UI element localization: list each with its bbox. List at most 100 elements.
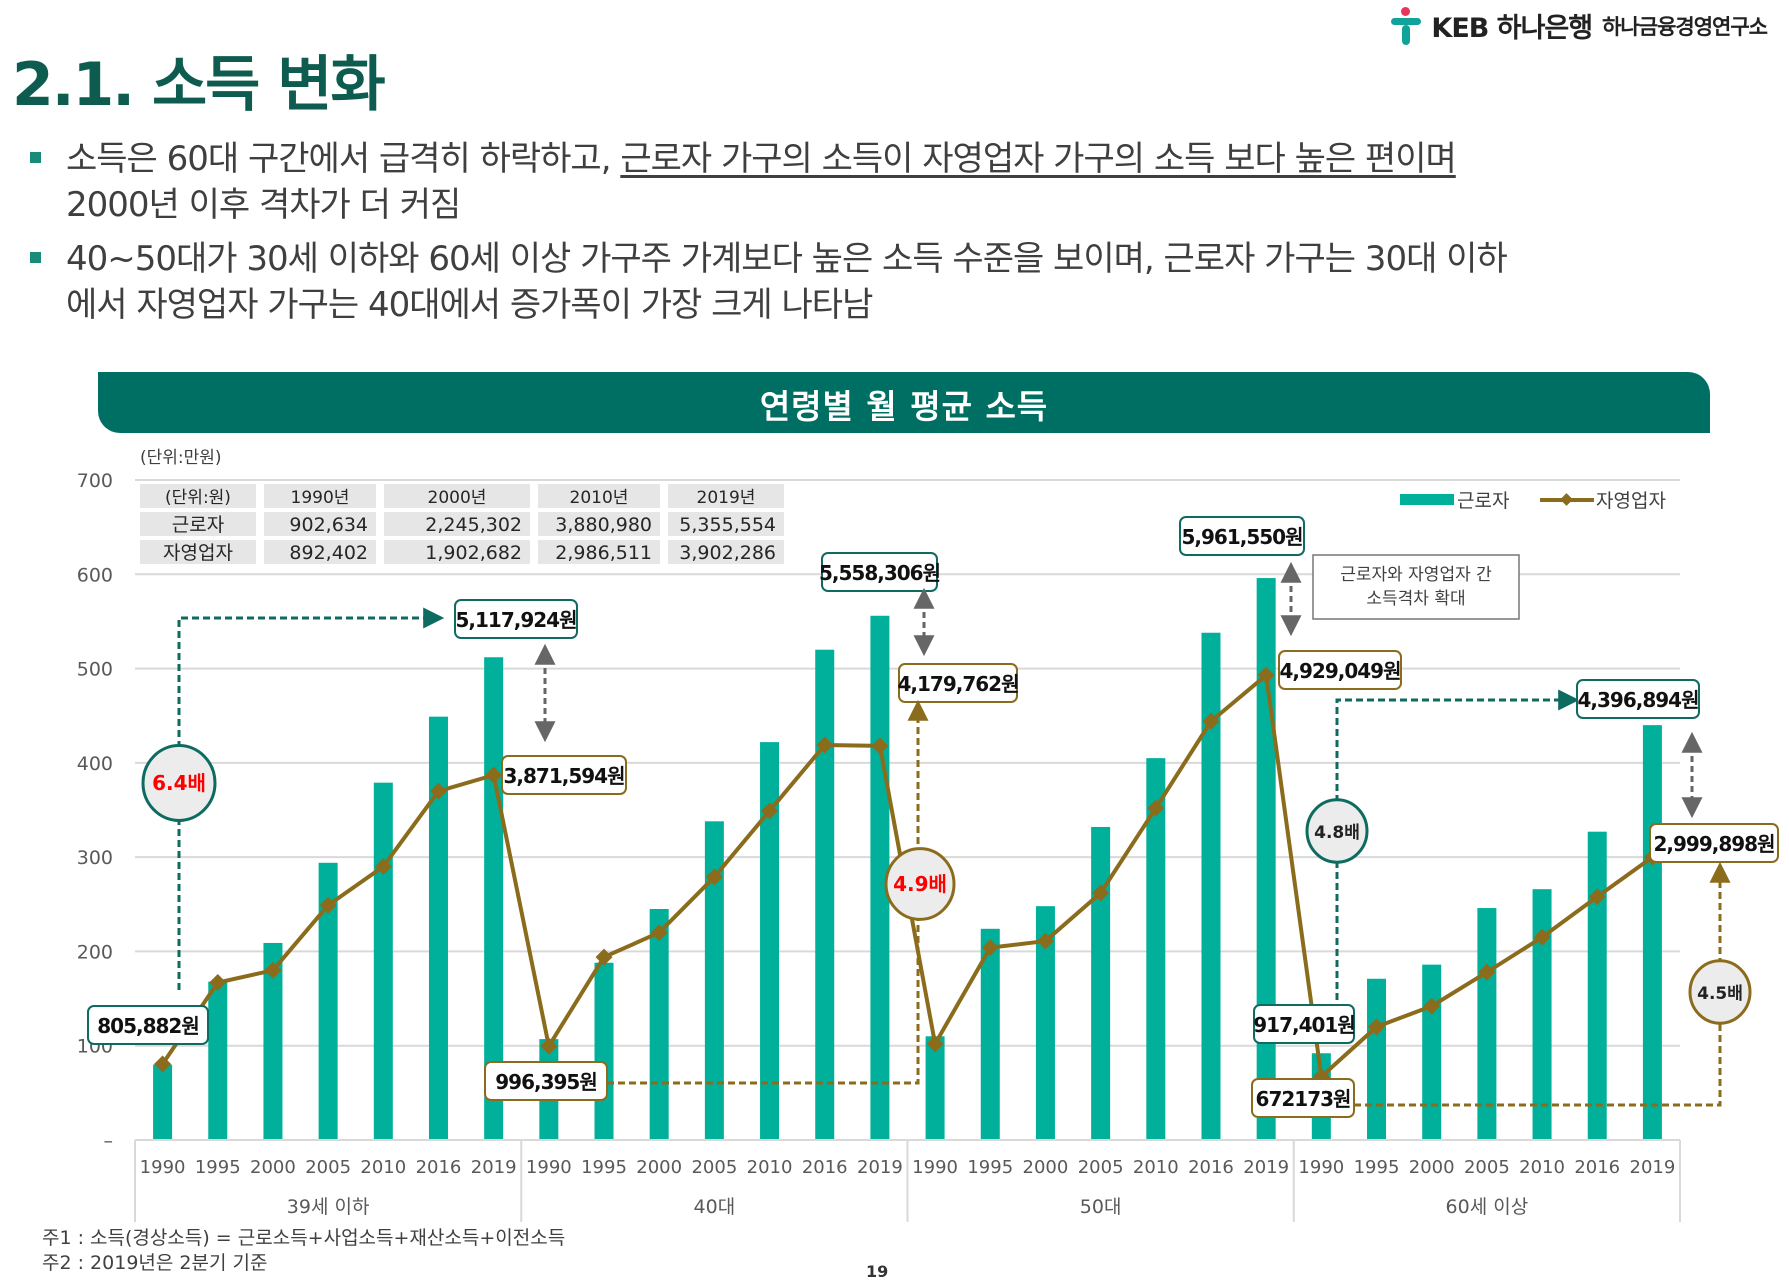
ratio-g4-self: 4.5배 [1697, 984, 1743, 1004]
x-tick-label: 2005 [1078, 1157, 1124, 1178]
callout-g4-self-start-box [1251, 1078, 1355, 1118]
bullet-text-line2: 2000년 이후 격차가 더 커짐 [66, 185, 461, 225]
x-tick-label: 1995 [1354, 1157, 1400, 1178]
group-label: 50대 [1080, 1196, 1122, 1218]
chart-title-banner: 연령별 월 평균 소득 [98, 372, 1710, 433]
x-tick-label: 2019 [1630, 1157, 1676, 1178]
bar-worker [208, 981, 228, 1140]
line-marker [761, 802, 779, 820]
x-tick-label: 1990 [140, 1157, 186, 1178]
trend-arrow-g4 [1335, 689, 1580, 1000]
x-tick-label: 2010 [1519, 1157, 1565, 1178]
footnote: 주2 : 2019년은 2분기 기준 [42, 1252, 268, 1274]
callout-g4-worker-2019-box [1576, 679, 1700, 719]
line-marker [1257, 666, 1275, 684]
line-marker [429, 782, 447, 800]
ratio-g1: 6.4배 [152, 771, 206, 795]
x-tick-label: 2019 [1243, 1157, 1289, 1178]
x-tick-label: 2000 [1023, 1157, 1069, 1178]
table-cell-bg [538, 540, 660, 564]
logo-text: KEB 하나은행 [1431, 13, 1593, 44]
bar-worker [1642, 725, 1662, 1140]
legend-worker-swatch [1400, 494, 1454, 505]
table-cell-bg [264, 540, 376, 564]
x-tick-label: 1995 [195, 1157, 241, 1178]
y-tick-label: 400 [77, 753, 113, 775]
line-marker [705, 868, 723, 886]
table-cell: 892,402 [289, 542, 368, 564]
table-cell: 근로자 [172, 514, 224, 536]
bar-worker [1256, 578, 1276, 1140]
hana-logo-icon [1391, 6, 1422, 45]
table-cell: 2,245,302 [425, 514, 522, 536]
line-marker [816, 736, 834, 754]
table-cell-bg [264, 512, 376, 536]
group-label: 40대 [694, 1196, 736, 1218]
table-header: 2000년 [428, 488, 487, 508]
x-tick-label: 2016 [1188, 1157, 1234, 1178]
y-tick-label: 700 [77, 470, 113, 492]
x-axis: 1990 1995 2000 2005 2010 2016 2019 39세 이하 1990 19… [134, 1139, 1681, 1222]
x-tick-label: 2005 [305, 1157, 351, 1178]
bar-worker [704, 821, 724, 1140]
y-tick-label: 200 [77, 941, 113, 963]
line-marker [871, 737, 889, 755]
line-marker [1202, 712, 1220, 730]
table-cell-bg [140, 540, 256, 564]
bar-worker [263, 942, 283, 1140]
table-cell: 2,986,511 [555, 542, 652, 564]
legend-self-label: 자영업자 [1596, 490, 1666, 512]
line-marker [650, 924, 668, 942]
bar-worker [1422, 964, 1442, 1140]
callout-g2-self-2019-box [898, 663, 1018, 703]
bar-worker [1146, 758, 1166, 1140]
callout-g4-self-2019: 2,999,898원 [1653, 832, 1774, 856]
callout-g1-worker-2019: 5,117,924원 [455, 608, 576, 632]
annotations: 5,117,924원 3,871,594원 6.4배 805,882원 5,558,30… [87, 516, 1779, 1118]
x-tick-label: 2019 [857, 1157, 903, 1178]
callout-g2-start: 996,395원 [495, 1070, 597, 1094]
table-header: (단위:원) [165, 488, 231, 508]
table-cell-bg [668, 540, 784, 564]
line-marker [264, 961, 282, 979]
gap-note-line2: 소득격차 확대 [1366, 589, 1465, 609]
line-marker [374, 858, 392, 876]
page-title: 2.1. 소득 변화 [12, 50, 386, 120]
x-tick-label: 2000 [636, 1157, 682, 1178]
callout-g3-self-2019: 4,929,049원 [1279, 659, 1400, 683]
callout-g1-worker-2019-box [454, 599, 578, 639]
bullet-text: 40~50대가 30세 이하와 60세 이상 가구주 가계보다 높은 소득 수준… [66, 239, 1508, 279]
x-tick-label: 2005 [691, 1157, 737, 1178]
table-cell-bg [384, 512, 530, 536]
ratio-g2-circle [884, 847, 956, 921]
table-header: 1990년 [291, 488, 350, 508]
bullet-list: 소득은 60대 구간에서 급격히 하락하고, 근로자 가구의 소득이 자영업자 … [28, 136, 1748, 336]
legend-self-marker [1560, 493, 1573, 506]
bar-worker [925, 1036, 945, 1140]
table-cell: 자영업자 [163, 542, 233, 564]
callout-g4-worker-start: 917,401원 [1253, 1013, 1355, 1037]
trend-arrow-g2 [607, 699, 929, 1085]
bar-worker [1035, 906, 1055, 1140]
x-tick-label: 1990 [526, 1157, 572, 1178]
line-marker [1036, 932, 1054, 950]
callout-g1-self-2019-box [501, 755, 627, 795]
x-tick-label: 1990 [1298, 1157, 1344, 1178]
x-tick-label: 2010 [360, 1157, 406, 1178]
callout-g2-worker-2019: 5,558,306원 [819, 561, 940, 585]
table-cell-bg [264, 484, 376, 508]
line-marker [1147, 799, 1165, 817]
unit-label: (단위:만원) [140, 448, 222, 468]
bar-worker [594, 962, 614, 1140]
callout-g4-worker-start-box [1253, 1004, 1355, 1044]
x-tick-label: 2005 [1464, 1157, 1510, 1178]
callout-g2-worker-2019-box [821, 552, 938, 592]
x-tick-label: 1995 [967, 1157, 1013, 1178]
y-tick-label: – [104, 1130, 114, 1152]
y-tick-label: 300 [77, 847, 113, 869]
bar-worker [428, 716, 448, 1140]
callout-g4-self-start: 672173원 [1256, 1087, 1351, 1111]
